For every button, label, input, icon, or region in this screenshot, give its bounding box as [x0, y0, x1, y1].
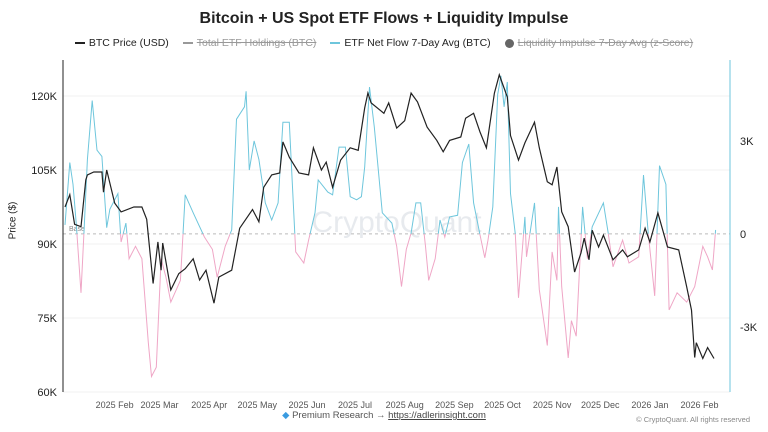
x-tick-label: 2025 Sep	[435, 400, 474, 410]
x-tick-label: 2026 Feb	[681, 400, 719, 410]
x-tick-label: 2025 Nov	[533, 400, 572, 410]
x-tick-label: 2025 May	[238, 400, 278, 410]
y2-tick-label: -3K	[740, 322, 758, 334]
copyright: © CryptoQuant. All rights reserved	[636, 415, 750, 424]
line-swatch-icon	[74, 42, 85, 44]
x-tick-label: 2025 Aug	[386, 400, 424, 410]
circle-icon	[504, 38, 514, 48]
legend-item[interactable]: Total ETF Holdings (BTC)	[182, 37, 317, 49]
x-tick-label: 2025 Oct	[484, 400, 521, 410]
x-tick-label: 2025 Apr	[191, 400, 227, 410]
legend: BTC Price (USD) Total ETF Holdings (BTC) E…	[0, 37, 768, 49]
legend-label: Total ETF Holdings (BTC)	[196, 37, 317, 49]
footer-link[interactable]: https://adlerinsight.com	[388, 410, 486, 421]
y-tick-label: 60K	[37, 387, 57, 399]
watermark: CryptoQuant	[311, 206, 482, 239]
footer-text: Premium Research →	[292, 410, 389, 421]
footer: ◆ Premium Research → https://adlerinsigh…	[0, 410, 768, 421]
y2-tick-label: 0	[740, 229, 746, 241]
legend-item[interactable]: BTC Price (USD)	[74, 37, 169, 49]
y-tick-label: 90K	[37, 239, 57, 251]
y-tick-label: 120K	[31, 91, 57, 103]
x-tick-label: 2025 Jul	[338, 400, 372, 410]
x-tick-label: 2025 Mar	[141, 400, 179, 410]
etf-flow-line-negative	[76, 233, 716, 379]
line-swatch-icon	[182, 42, 193, 44]
legend-label: Liquidity Impulse 7-Day Avg (z-Score)	[517, 37, 694, 49]
gem-icon: ◆	[282, 410, 290, 421]
legend-label: BTC Price (USD)	[88, 37, 169, 49]
legend-label: ETF Net Flow 7-Day Avg (BTC)	[344, 37, 491, 49]
legend-item[interactable]: Liquidity Impulse 7-Day Avg (z-Score)	[504, 37, 694, 49]
x-tick-label: 2025 Jun	[288, 400, 325, 410]
x-tick-label: 2025 Feb	[96, 400, 134, 410]
chart-title: Bitcoin + US Spot ETF Flows + Liquidity …	[199, 10, 569, 27]
x-tick-label: 2026 Jan	[631, 400, 668, 410]
legend-item[interactable]: ETF Net Flow 7-Day Avg (BTC)	[330, 37, 491, 49]
line-swatch-icon	[330, 42, 341, 44]
btc-price-line	[64, 72, 715, 361]
y2-tick-label: 3K	[740, 136, 754, 148]
y-tick-label: 105K	[31, 165, 57, 177]
x-tick-label: 2025 Dec	[581, 400, 620, 410]
y-tick-label: 75K	[37, 313, 57, 325]
